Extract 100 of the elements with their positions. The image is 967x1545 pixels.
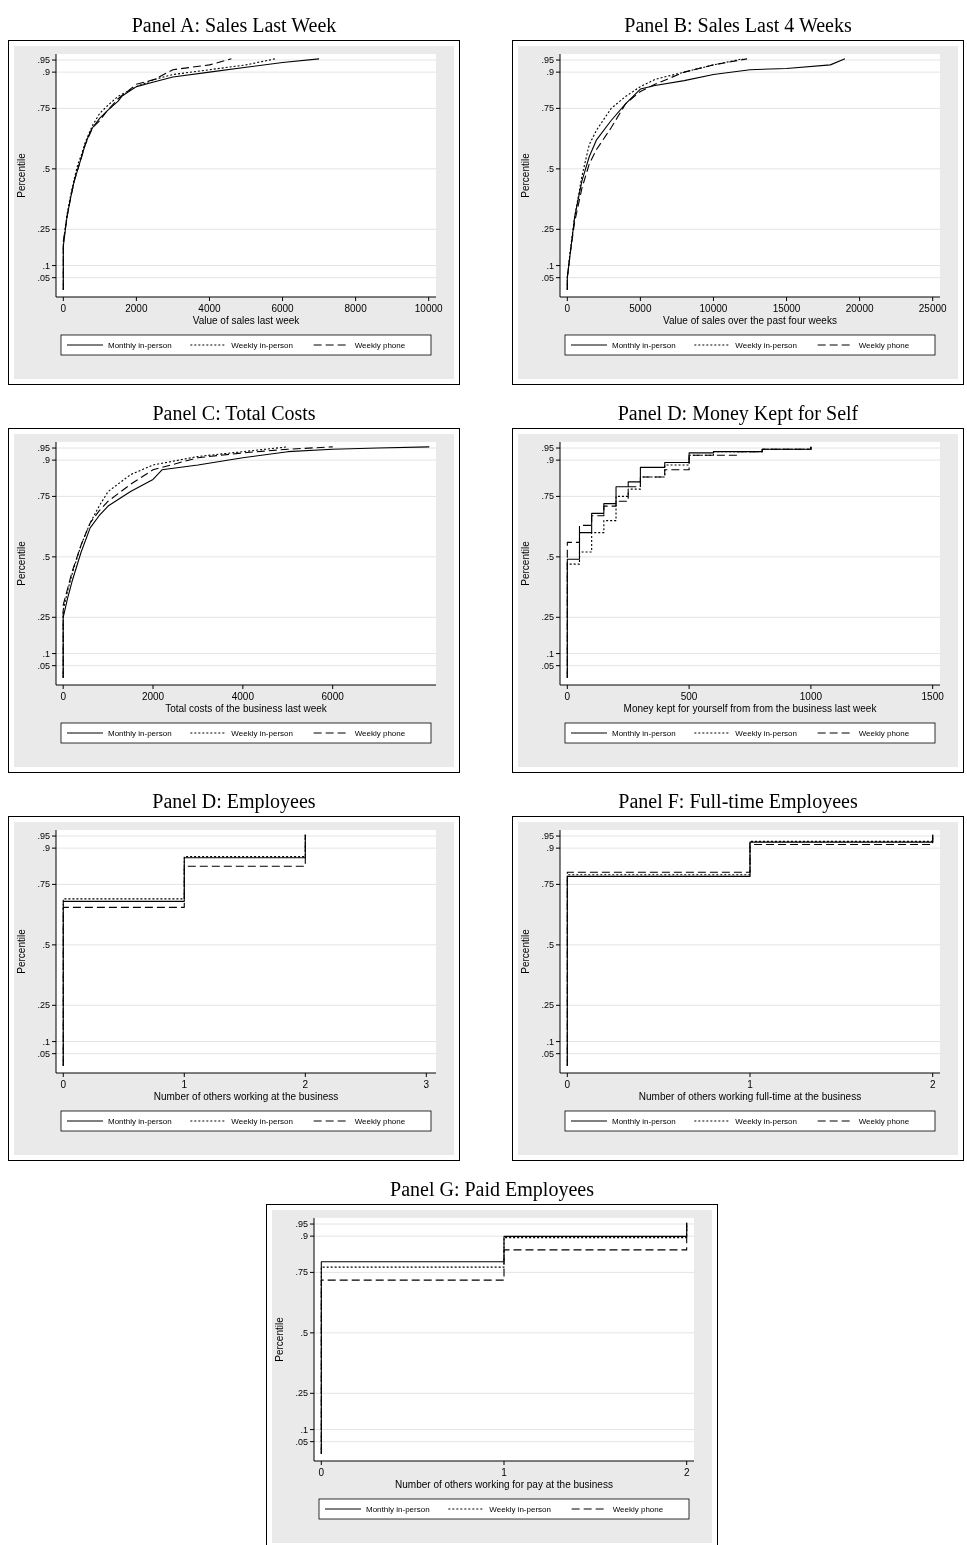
- x-tick-label: 0: [564, 303, 571, 314]
- legend-label: Monthly in-person: [612, 728, 676, 738]
- x-tick-label: 0: [564, 691, 571, 702]
- chart-title: Panel C: Total Costs: [152, 402, 316, 424]
- y-tick-label: .1: [42, 1036, 50, 1047]
- y-axis-title: Percentile: [16, 928, 27, 974]
- y-tick-label: .5: [42, 163, 50, 174]
- y-tick-label: .95: [37, 831, 50, 842]
- y-tick-label: .5: [42, 939, 50, 950]
- y-tick-label: .1: [546, 648, 554, 659]
- x-tick-label: 15000: [772, 303, 801, 314]
- y-tick-label: .9: [546, 843, 554, 854]
- x-tick-label: 0: [564, 1079, 571, 1090]
- x-tick-label: 0: [60, 691, 67, 702]
- y-axis-title: Percentile: [520, 152, 531, 198]
- y-tick-label: .05: [541, 272, 554, 283]
- y-tick-label: .5: [546, 551, 554, 562]
- chart-title: Panel A: Sales Last Week: [131, 14, 337, 36]
- y-tick-label: .1: [546, 1036, 554, 1047]
- x-tick-label: 1000: [799, 691, 823, 702]
- x-tick-label: 2000: [141, 691, 165, 702]
- legend-label: Weekly in-person: [489, 1504, 551, 1514]
- y-tick-label: .05: [37, 1048, 50, 1059]
- x-tick-label: 1: [747, 1079, 754, 1090]
- x-tick-label: 2: [683, 1467, 690, 1478]
- y-tick-label: .05: [541, 660, 554, 671]
- legend-label: Monthly in-person: [366, 1504, 430, 1514]
- x-tick-label: 1: [181, 1079, 188, 1090]
- legend-label: Monthly in-person: [612, 340, 676, 350]
- legend-label: Monthly in-person: [108, 728, 172, 738]
- legend-label: Weekly in-person: [735, 340, 797, 350]
- legend-label: Weekly phone: [612, 1504, 664, 1514]
- chart-title: Panel D: Money Kept for Self: [617, 402, 859, 425]
- legend-label: Weekly phone: [858, 728, 910, 738]
- legend-label: Monthly in-person: [108, 1116, 172, 1126]
- y-tick-label: .95: [37, 55, 50, 66]
- legend-label: Weekly phone: [354, 340, 406, 350]
- y-tick-label: .25: [37, 1000, 50, 1011]
- y-tick-label: .75: [541, 103, 554, 114]
- x-tick-label: 0: [318, 1467, 325, 1478]
- x-axis-title: Value of sales over the past four weeks: [663, 315, 837, 326]
- y-tick-label: .75: [541, 879, 554, 890]
- x-tick-label: 6000: [271, 303, 295, 314]
- x-axis-title: Number of others working at the business: [153, 1091, 339, 1102]
- y-tick-label: .9: [42, 843, 50, 854]
- y-tick-label: .05: [37, 272, 50, 283]
- y-tick-label: .75: [295, 1267, 308, 1278]
- x-tick-label: 1500: [921, 691, 945, 702]
- x-tick-label: 0: [60, 303, 67, 314]
- legend-label: Weekly in-person: [231, 1116, 293, 1126]
- legend-label: Weekly phone: [354, 1116, 406, 1126]
- x-tick-label: 20000: [845, 303, 874, 314]
- y-axis-title: Percentile: [16, 540, 27, 586]
- y-tick-label: .1: [300, 1424, 308, 1435]
- x-tick-label: 6000: [321, 691, 345, 702]
- legend-label: Weekly phone: [858, 340, 910, 350]
- y-tick-label: .9: [546, 67, 554, 78]
- y-tick-label: .9: [300, 1231, 308, 1242]
- x-tick-label: 2000: [125, 303, 148, 314]
- y-tick-label: .5: [546, 939, 554, 950]
- y-tick-label: .05: [295, 1436, 308, 1447]
- legend-label: Monthly in-person: [108, 340, 172, 350]
- legend-label: Weekly in-person: [231, 728, 293, 738]
- y-tick-label: .95: [295, 1219, 308, 1230]
- y-tick-label: .25: [541, 612, 554, 623]
- y-tick-label: .95: [37, 443, 50, 454]
- y-tick-label: .25: [541, 1000, 554, 1011]
- y-tick-label: .05: [37, 660, 50, 671]
- y-tick-label: .9: [546, 455, 554, 466]
- y-axis-title: Percentile: [520, 928, 531, 974]
- x-tick-label: 0: [60, 1079, 67, 1090]
- chart-title: Panel D: Employees: [152, 790, 316, 813]
- y-tick-label: .1: [42, 260, 50, 271]
- y-tick-label: .9: [42, 67, 50, 78]
- x-tick-label: 8000: [344, 303, 368, 314]
- y-tick-label: .75: [37, 491, 50, 502]
- y-tick-label: .25: [37, 612, 50, 623]
- y-tick-label: .25: [37, 224, 50, 235]
- y-tick-label: .75: [37, 879, 50, 890]
- legend-label: Monthly in-person: [612, 1116, 676, 1126]
- y-tick-label: .95: [541, 443, 554, 454]
- x-axis-title: Number of others working for pay at the business: [395, 1479, 613, 1490]
- x-tick-label: 10000: [699, 303, 728, 314]
- x-tick-label: 500: [680, 691, 698, 702]
- x-tick-label: 1: [501, 1467, 508, 1478]
- legend-label: Weekly phone: [858, 1116, 910, 1126]
- chart-title: Panel F: Full-time Employees: [618, 790, 858, 813]
- chart-title: Panel G: Paid Employees: [390, 1178, 595, 1201]
- y-tick-label: .75: [541, 491, 554, 502]
- x-tick-label: 10000: [414, 303, 444, 314]
- y-tick-label: .95: [541, 831, 554, 842]
- x-axis-title: Total costs of the business last week: [165, 703, 328, 714]
- x-tick-label: 25000: [918, 303, 948, 314]
- x-tick-label: 3: [423, 1079, 430, 1090]
- y-tick-label: .25: [295, 1388, 308, 1399]
- x-tick-label: 4000: [198, 303, 222, 314]
- y-tick-label: .1: [42, 648, 50, 659]
- legend-label: Weekly in-person: [735, 1116, 797, 1126]
- x-tick-label: 2: [302, 1079, 309, 1090]
- y-tick-label: .5: [546, 163, 554, 174]
